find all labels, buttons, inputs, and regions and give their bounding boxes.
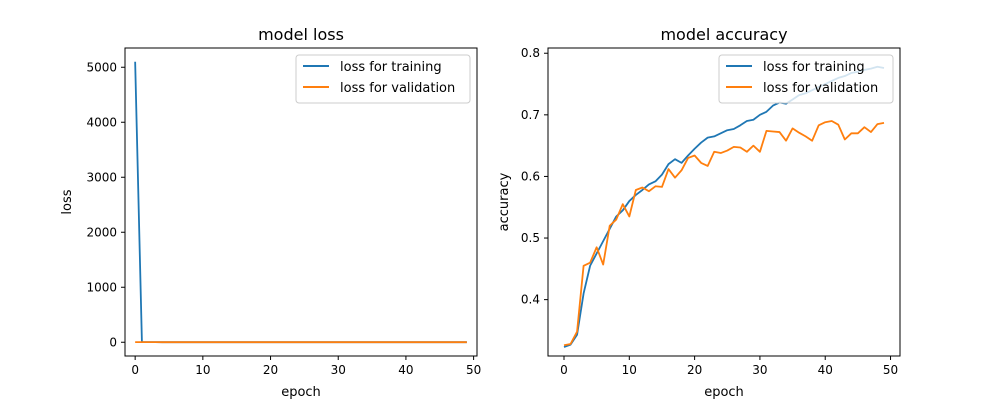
- y-tick-label: 0: [109, 335, 117, 349]
- legend-label-loss-for-validation: loss for validation: [340, 81, 455, 96]
- y-tick-label: 3000: [86, 170, 117, 184]
- legend-box: [718, 54, 894, 104]
- plot-lines: [134, 61, 467, 344]
- series-line-loss-for-validation: [563, 120, 885, 347]
- x-tick-label: 30: [752, 363, 767, 377]
- ticks: 0 10 20 30 40 50 0.4 0.5 0.6 0.7 0.8: [521, 46, 898, 377]
- plot-frame: [547, 47, 901, 357]
- x-tick-label: 20: [687, 363, 702, 377]
- y-tick-label: 4000: [86, 115, 117, 129]
- y-axis-label: accuracy: [497, 172, 512, 231]
- x-tick-label: 30: [331, 363, 346, 377]
- legend-box: [295, 54, 471, 104]
- x-tick-label: 50: [883, 363, 898, 377]
- y-tick-label: 2000: [86, 225, 117, 239]
- y-tick-label: 0.4: [521, 293, 540, 307]
- plot-frame: [124, 47, 478, 357]
- chart-title: model accuracy: [660, 25, 787, 44]
- x-tick-label: 10: [195, 363, 210, 377]
- y-tick-label: 0.8: [521, 46, 540, 60]
- x-tick-label: 40: [398, 363, 413, 377]
- x-tick-label: 40: [818, 363, 833, 377]
- loss-chart: model loss 0 10 20 30 40 50 0 1000 2000 3000 4000 5…: [60, 25, 481, 400]
- y-axis-label: loss: [60, 189, 75, 214]
- x-axis-label: epoch: [704, 385, 744, 400]
- legend-label-loss-for-validation: loss for validation: [763, 81, 878, 96]
- legend: loss for training loss for validation: [718, 54, 894, 104]
- y-tick-label: 0.7: [521, 108, 540, 122]
- y-tick-label: 5000: [86, 60, 117, 74]
- y-tick-label: 0.5: [521, 231, 540, 245]
- x-tick-label: 20: [263, 363, 278, 377]
- y-tick-label: 1000: [86, 280, 117, 294]
- x-tick-label: 0: [131, 363, 139, 377]
- x-axis-label: epoch: [281, 385, 321, 400]
- x-tick-label: 50: [466, 363, 481, 377]
- legend: loss for training loss for validation: [295, 54, 471, 104]
- accuracy-chart: model accuracy 0 10 20 30 40 50 0.4 0.5 0.6 0.7 0.…: [497, 25, 901, 400]
- x-tick-label: 10: [622, 363, 637, 377]
- y-tick-label: 0.6: [521, 169, 540, 183]
- legend-label-loss-for-training: loss for training: [763, 60, 865, 75]
- chart-title: model loss: [258, 25, 344, 44]
- legend-label-loss-for-training: loss for training: [340, 60, 442, 75]
- ticks: 0 10 20 30 40 50 0 1000 2000 3000 4000 5000: [86, 60, 481, 377]
- x-tick-label: 0: [560, 363, 568, 377]
